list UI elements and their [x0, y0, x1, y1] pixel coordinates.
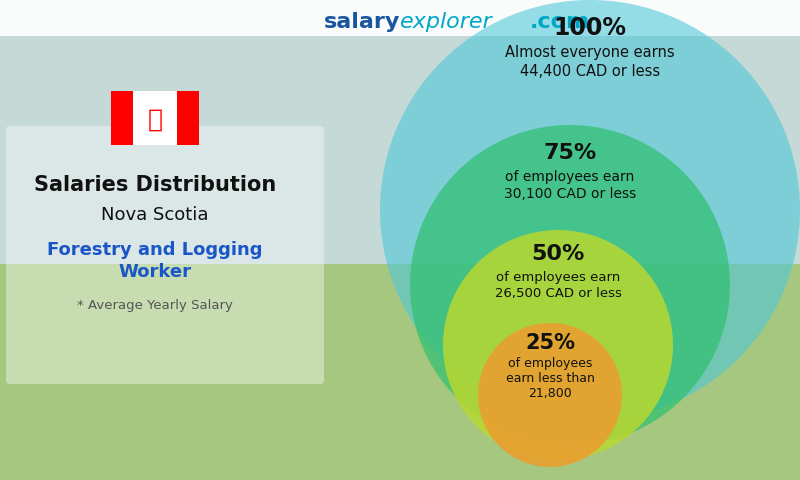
- FancyBboxPatch shape: [0, 0, 800, 36]
- Text: Forestry and Logging: Forestry and Logging: [47, 241, 262, 259]
- Text: salary: salary: [324, 12, 400, 32]
- Text: of employees: of employees: [508, 358, 592, 371]
- Text: of employees earn: of employees earn: [506, 170, 634, 184]
- Ellipse shape: [478, 323, 622, 467]
- Text: explorer: explorer: [400, 12, 493, 32]
- Text: 30,100 CAD or less: 30,100 CAD or less: [504, 187, 636, 201]
- FancyBboxPatch shape: [0, 0, 800, 264]
- Text: 26,500 CAD or less: 26,500 CAD or less: [494, 287, 622, 300]
- Text: Worker: Worker: [118, 263, 191, 281]
- Text: 50%: 50%: [531, 244, 585, 264]
- Text: 25%: 25%: [525, 333, 575, 353]
- Text: 21,800: 21,800: [528, 387, 572, 400]
- FancyBboxPatch shape: [0, 264, 800, 480]
- FancyBboxPatch shape: [177, 91, 199, 145]
- Text: Nova Scotia: Nova Scotia: [102, 206, 209, 224]
- Text: Almost everyone earns: Almost everyone earns: [505, 46, 675, 60]
- Text: earn less than: earn less than: [506, 372, 594, 385]
- Text: 44,400 CAD or less: 44,400 CAD or less: [520, 63, 660, 79]
- Text: Salaries Distribution: Salaries Distribution: [34, 175, 276, 195]
- Ellipse shape: [443, 230, 673, 460]
- Text: 100%: 100%: [554, 16, 626, 40]
- Ellipse shape: [410, 125, 730, 445]
- FancyBboxPatch shape: [111, 91, 133, 145]
- Text: of employees earn: of employees earn: [496, 271, 620, 284]
- Ellipse shape: [380, 0, 800, 420]
- Text: * Average Yearly Salary: * Average Yearly Salary: [77, 299, 233, 312]
- FancyBboxPatch shape: [111, 91, 199, 145]
- Text: 🍁: 🍁: [147, 108, 162, 132]
- FancyBboxPatch shape: [6, 126, 324, 384]
- Text: 75%: 75%: [543, 143, 597, 163]
- Text: .com: .com: [530, 12, 590, 32]
